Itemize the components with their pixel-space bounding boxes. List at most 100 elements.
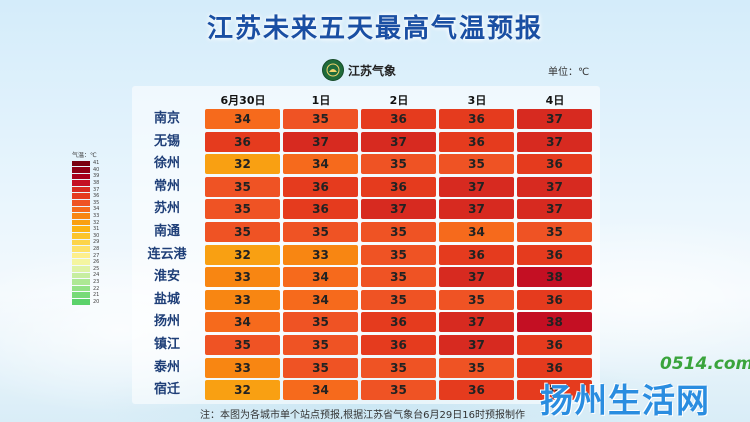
legend-label: 24	[93, 272, 100, 279]
legend-swatch	[72, 173, 90, 180]
temperature-cell: 35	[205, 176, 280, 197]
legend-label: 30	[93, 232, 100, 239]
legend-swatch	[72, 200, 90, 206]
legend-label: 41	[93, 160, 100, 167]
legend-label: 28	[93, 246, 100, 253]
temperature-cell: 37	[439, 267, 514, 288]
legend-swatch	[72, 226, 90, 233]
footnote: 注：本图为各城市单个站点预报,根据江苏省气象台6月29日16时预报制作	[200, 410, 525, 421]
temperature-cell: 34	[439, 222, 514, 242]
legend-title: 气温：℃	[72, 152, 97, 159]
legend-entry: 41	[72, 160, 112, 167]
city-label: 南京	[153, 111, 180, 126]
temperature-cell: 36	[283, 199, 358, 220]
legend-swatch	[72, 219, 90, 226]
city-label: 泰州	[153, 359, 180, 375]
temperature-cell: 36	[517, 380, 592, 401]
legend-swatch	[72, 239, 90, 246]
legend-swatch	[72, 272, 90, 279]
temperature-cell: 35	[361, 267, 436, 288]
temperature-cell: 32	[205, 380, 280, 401]
legend-label: 27	[93, 252, 100, 259]
temperature-cell: 36	[439, 131, 514, 152]
city-label: 无锡	[153, 133, 180, 149]
legend-entry: 24	[72, 272, 112, 279]
temperature-cell: 36	[517, 335, 592, 355]
temperature-cell: 36	[517, 154, 592, 175]
legend-label: 21	[93, 292, 100, 299]
temperature-cell: 36	[439, 380, 514, 401]
watermark-url: 0514.com	[660, 354, 750, 374]
temperature-cell: 36	[361, 176, 436, 197]
temperature-cell: 36	[517, 289, 592, 310]
temperature-cell: 37	[361, 131, 436, 152]
legend-label: 33	[93, 213, 100, 220]
temperature-cell: 35	[439, 357, 514, 378]
column-header: 6月30日	[220, 94, 266, 107]
legend-label: 40	[93, 166, 100, 173]
legend-entry: 30	[72, 233, 112, 240]
temperature-cell: 36	[361, 312, 436, 333]
brand: 江苏气象	[322, 59, 396, 81]
temperature-cell: 35	[361, 380, 436, 401]
legend-entry: 20	[72, 298, 112, 305]
jiangsu-weather-logo-icon	[322, 59, 344, 81]
legend-swatch	[72, 186, 90, 193]
temperature-cell: 35	[439, 289, 514, 310]
legend-entry: 35	[72, 200, 112, 207]
temperature-cell: 36	[361, 109, 436, 129]
legend-label: 31	[93, 226, 100, 233]
temperature-cell: 32	[205, 244, 280, 265]
column-header: 1日	[311, 94, 331, 107]
temperature-cell: 35	[283, 335, 358, 355]
temperature-cell: 36	[361, 335, 436, 355]
temperature-cell: 35	[283, 357, 358, 378]
legend-label: 39	[93, 173, 100, 180]
legend-swatch	[72, 252, 90, 259]
temperature-cell: 34	[205, 312, 280, 333]
temperature-cell: 33	[205, 357, 280, 378]
temperature-cell: 34	[283, 289, 358, 310]
legend-entry: 32	[72, 219, 112, 226]
legend-swatch	[72, 193, 90, 200]
temperature-cell: 35	[205, 335, 280, 355]
legend-entry: 21	[72, 292, 112, 299]
legend-swatch	[72, 213, 90, 219]
legend-entry: 38	[72, 180, 112, 187]
city-label: 苏州	[153, 201, 180, 217]
legend-swatch	[72, 167, 90, 173]
temperature-cell: 34	[205, 109, 280, 129]
temperature-cell: 35	[283, 312, 358, 333]
temperature-cell: 38	[517, 312, 592, 333]
legend-entry: 36	[72, 193, 112, 200]
legend-label: 25	[93, 265, 100, 272]
temperature-cell: 36	[439, 244, 514, 265]
city-label: 盐城	[153, 291, 180, 307]
legend-swatch	[72, 160, 90, 167]
legend-entry: 40	[72, 167, 112, 174]
temperature-cell: 34	[283, 154, 358, 175]
legend-label: 34	[93, 206, 100, 213]
temperature-cell: 37	[517, 199, 592, 220]
city-label: 徐州	[153, 156, 180, 172]
temperature-cell: 35	[439, 154, 514, 175]
city-label: 镇江	[153, 337, 180, 352]
temperature-cell: 36	[205, 131, 280, 152]
legend-entry: 29	[72, 239, 112, 246]
page-title: 江苏未来五天最高气温预报	[206, 14, 543, 44]
legend-entry: 31	[72, 226, 112, 233]
legend-swatch	[72, 285, 90, 292]
legend-entry: 23	[72, 279, 112, 286]
temperature-cell: 35	[361, 154, 436, 175]
color-legend: 气温：℃ 41 40 39 38 37 36 35 34 33 32 31 30 29 28 27 26 25 2…	[72, 152, 112, 305]
legend-swatch	[72, 279, 90, 285]
temperature-cell: 34	[283, 267, 358, 288]
legend-swatch	[72, 180, 90, 186]
legend-swatch	[72, 266, 90, 272]
temperature-cell: 36	[439, 109, 514, 129]
legend-entry: 26	[72, 259, 112, 266]
temperature-cell: 35	[361, 289, 436, 310]
legend-label: 23	[93, 278, 100, 285]
temperature-cell: 35	[361, 222, 436, 242]
column-header: 2日	[389, 94, 409, 107]
